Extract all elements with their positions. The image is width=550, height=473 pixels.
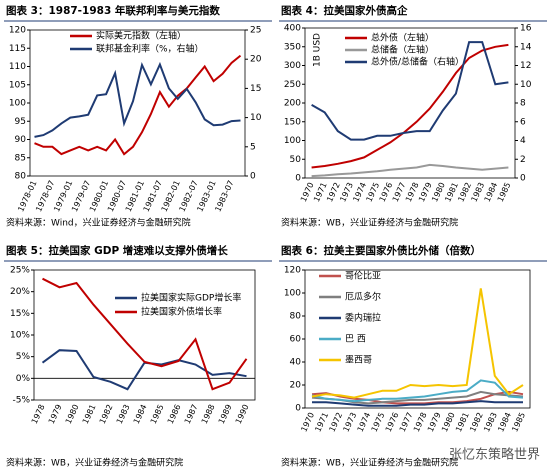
y-tick-label: 10%	[10, 331, 30, 341]
y-tick-label: 300	[284, 61, 301, 71]
legend-label: 拉美国家实际GDP增长率	[141, 292, 241, 304]
y-tick-label: 105	[9, 80, 26, 90]
y2-tick-label: 2	[520, 155, 526, 165]
y-tick-label: 80	[290, 312, 302, 322]
y2-tick-label: 0	[520, 174, 526, 184]
y-tick-label: 20%	[10, 287, 30, 297]
x-tick-label: 1989	[217, 403, 234, 425]
source: 资料来源：WB，兴业证券经济与金融研究院	[281, 217, 458, 229]
y-tick-label: 5%	[16, 352, 31, 362]
x-tick-label: 1985	[510, 411, 527, 433]
chart-title: 图表 4：拉美国家外债高企	[281, 4, 408, 17]
y-tick-label: 0	[295, 174, 301, 184]
x-tick-label: 1983	[115, 403, 132, 425]
y-tick-label: 100	[284, 136, 301, 146]
series-line	[311, 41, 509, 141]
y-tick-label: 350	[284, 42, 301, 52]
y2-tick-label: 10	[520, 80, 532, 90]
legend-label: 墨西哥	[345, 355, 372, 366]
x-tick-label: 1990	[234, 403, 251, 425]
chart-title: 图表 3：1987-1983 年联邦利率与美元指数	[6, 4, 220, 17]
y-tick-label: 0	[295, 404, 301, 414]
y-axis-label: 1B USD	[313, 33, 323, 67]
y2-tick-label: 25	[250, 26, 261, 36]
y-tick-label: 40	[290, 358, 302, 368]
y2-tick-label: 14	[520, 42, 532, 52]
y-tick-label: 15%	[10, 309, 30, 319]
legend-label: 拉美国家外债增长率	[141, 306, 222, 318]
y2-tick-label: 16	[520, 24, 532, 34]
x-tick-label: 1984	[132, 403, 149, 425]
legend-label: 实际美元指数（左轴）	[96, 30, 186, 42]
y2-tick-label: 12	[520, 61, 531, 71]
x-tick-label: 1980	[64, 403, 81, 425]
y-tick-label: 95	[15, 117, 26, 127]
legend-label: 巴 西	[345, 334, 366, 345]
y2-tick-label: 20	[250, 55, 262, 65]
y-tick-label: 200	[284, 99, 301, 109]
y-tick-label: 120	[9, 26, 26, 36]
y2-tick-label: 4	[520, 136, 526, 146]
legend-label: 总外债（左轴）	[371, 32, 434, 44]
y2-tick-label: 10	[250, 113, 262, 123]
series-line	[311, 43, 509, 169]
chart-title: 图表 5：拉美国家 GDP 增速难以支撑外债增长	[6, 244, 228, 257]
y-tick-label: 50	[290, 155, 302, 165]
legend-label: 总外债/总储备（右轴）	[371, 56, 464, 68]
legend-label: 联邦基金利率（%，右轴）	[96, 43, 204, 55]
y2-tick-label: 5	[250, 142, 256, 152]
y-tick-label: 100	[9, 99, 26, 109]
y-tick-label: 85	[15, 153, 26, 163]
y-tick-label: 20	[290, 381, 302, 391]
y-tick-label: 400	[284, 24, 301, 34]
y2-tick-label: 15	[250, 84, 261, 94]
x-tick-label: 1988	[200, 403, 217, 425]
series-line	[42, 277, 248, 391]
x-tick-label: 1979	[47, 403, 64, 425]
y-tick-label: 100	[284, 289, 301, 299]
x-tick-label: 1982	[98, 403, 115, 425]
y-tick-label: 115	[9, 44, 26, 54]
series-line	[311, 379, 524, 403]
x-tick-label: 1987	[183, 403, 200, 425]
chart-title: 图表 6：拉美主要国家外债比外储（倍数）	[281, 244, 481, 257]
y-tick-label: 90	[15, 135, 27, 145]
x-tick-label: 1986	[166, 403, 183, 425]
y-tick-label: 250	[284, 80, 301, 90]
series-line	[311, 288, 524, 399]
watermark: 张忆东策略世界	[449, 447, 540, 463]
legend-label: 哥伦比亚	[345, 270, 381, 282]
source: 资料来源：WB，兴业证券经济与金融研究院	[281, 457, 458, 469]
y-tick-label: 80	[15, 172, 27, 182]
y-tick-label: 110	[9, 62, 26, 72]
source: 资料来源：WB，兴业证券经济与金融研究院	[6, 457, 183, 469]
plot-frame	[33, 269, 256, 401]
y2-tick-label: 0	[250, 172, 256, 182]
y-tick-label: 120	[284, 266, 301, 276]
source: 资料来源：Wind，兴业证券经济与金融研究院	[6, 217, 191, 229]
series-line	[311, 390, 524, 405]
y-tick-label: 60	[290, 335, 302, 345]
legend-label: 委内瑞拉	[345, 312, 381, 324]
series-line	[41, 349, 247, 391]
series-line	[311, 163, 509, 178]
y-tick-label: 0%	[16, 374, 31, 384]
legend-label: 总储备（左轴）	[371, 44, 434, 56]
y-tick-label: 25%	[10, 266, 30, 276]
legend-label: 厄瓜多尔	[345, 291, 381, 303]
series-line	[34, 61, 241, 138]
x-tick-label: 1978	[30, 403, 47, 425]
y-tick-label: 150	[284, 117, 301, 127]
series-line	[312, 400, 523, 407]
x-tick-label: 1985	[149, 403, 166, 425]
series-line	[34, 54, 242, 156]
y-tick-label: -5%	[12, 396, 30, 406]
y2-tick-label: 8	[520, 99, 526, 109]
y2-tick-label: 6	[520, 117, 526, 127]
x-tick-label: 1981	[81, 403, 98, 425]
